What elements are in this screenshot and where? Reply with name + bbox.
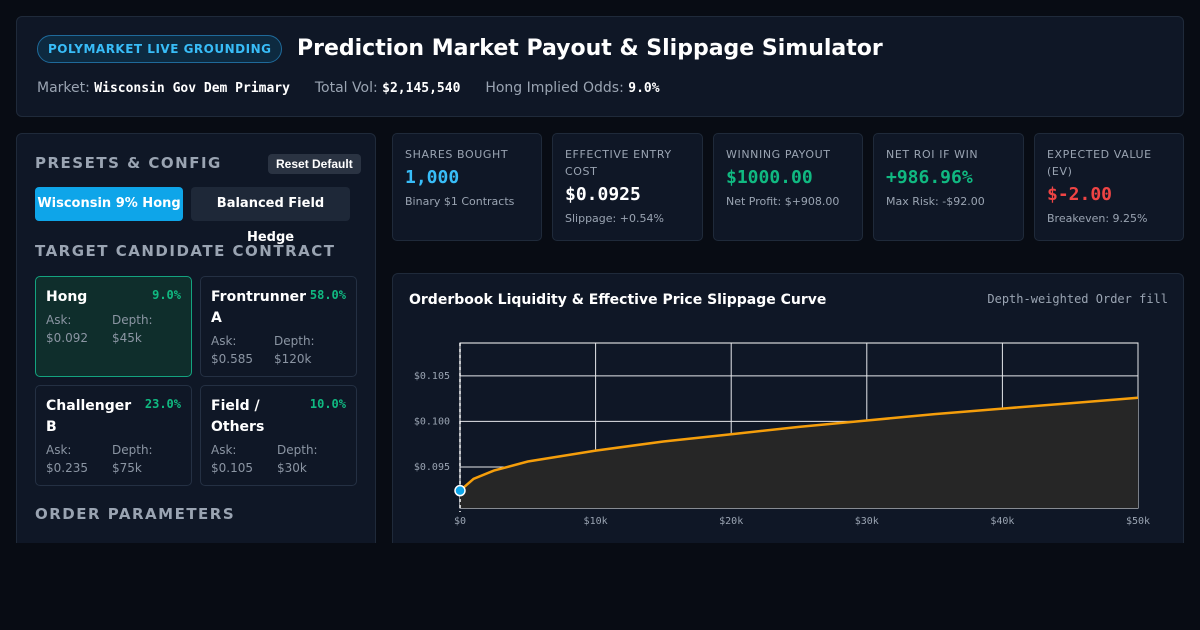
stat-sub: Slippage: +0.54%: [565, 212, 664, 225]
y-tick-label: $0.105: [414, 371, 450, 382]
stat-label: NET ROI IF WIN: [886, 148, 979, 161]
candidate-depth: Depth: $120k: [274, 334, 315, 366]
stat-value: $1000.00: [726, 167, 813, 188]
stat-winning-payout: WINNING PAYOUT $1000.00 Net Profit: $+90…: [713, 133, 863, 241]
slippage-curve-line: [459, 396, 1139, 492]
candidate-card-hong[interactable]: Hong 9.0% Ask: $0.092 Depth: $45k: [35, 276, 192, 377]
candidate-card-field-others[interactable]: Field / Others 10.0% Ask: $0.105 Depth: $3…: [200, 385, 357, 486]
x-tick-label: $50k: [1126, 516, 1150, 527]
x-tick-label: $30k: [855, 516, 879, 527]
x-tick-label: $20k: [719, 516, 743, 527]
candidate-card-frontrunner-a[interactable]: Frontrunner A 58.0% Ask: $0.585 Depth: $12…: [200, 276, 357, 377]
preset-balanced-hedge-button[interactable]: Balanced Field Hedge: [191, 187, 350, 245]
stat-effective-entry-cost: EFFECTIVE ENTRY COST $0.0925 Slippage: +…: [552, 133, 703, 241]
x-tick-label: $0: [454, 516, 466, 527]
order-parameters-heading: ORDER PARAMETERS: [35, 505, 236, 523]
stat-label: SHARES BOUGHT: [405, 148, 509, 161]
candidate-ask: Ask: $0.092: [46, 313, 88, 345]
slippage-chart: $0 $10k $20k $30k $40k $50k $0.095 $0.100 $0.105: [414, 342, 1150, 527]
candidate-name: Field / Others: [211, 398, 265, 435]
candidate-card-challenger-b[interactable]: Challenger B 23.0% Ask: $0.235 Depth: $75k: [35, 385, 192, 486]
config-panel: PRESETS & CONFIG Reset Default Wisconsin…: [16, 133, 376, 553]
reset-default-button[interactable]: Reset Default: [268, 154, 361, 174]
stat-value: $-2.00: [1047, 184, 1113, 205]
stat-value: 1,000: [405, 167, 460, 188]
slippage-chart-panel: Orderbook Liquidity & Effective Price Sl…: [392, 273, 1184, 553]
stat-label: EXPECTED VALUE (EV): [1047, 148, 1152, 178]
market-value: Wisconsin Gov Dem Primary: [94, 81, 290, 96]
volume-value: $2,145,540: [382, 81, 461, 96]
stat-sub: Net Profit: $+908.00: [726, 195, 840, 208]
candidate-odds: 9.0%: [152, 288, 181, 302]
market-meta: Market: Wisconsin Gov Dem Primary Total …: [37, 78, 660, 99]
y-tick-label: $0.100: [414, 416, 450, 427]
stat-sub: Max Risk: -$92.00: [886, 195, 985, 208]
stat-net-roi: NET ROI IF WIN +986.96% Max Risk: -$92.0…: [873, 133, 1024, 241]
candidate-depth: Depth: $30k: [277, 443, 318, 475]
stat-sub: Breakeven: 9.25%: [1047, 212, 1148, 225]
candidate-odds: 23.0%: [144, 397, 181, 411]
x-tick-label: $40k: [990, 516, 1014, 527]
stat-value: $0.0925: [565, 184, 641, 205]
candidate-depth: Depth: $45k: [112, 313, 153, 345]
chart-title: Orderbook Liquidity & Effective Price Sl…: [409, 292, 827, 308]
candidate-ask: Ask: $0.585: [211, 334, 253, 366]
stat-label: EFFECTIVE ENTRY COST: [565, 148, 672, 178]
stat-sub: Binary $1 Contracts: [405, 195, 515, 208]
x-tick-label: $10k: [584, 516, 608, 527]
candidate-name: Hong: [46, 289, 88, 305]
presets-config-heading: PRESETS & CONFIG: [35, 154, 222, 172]
candidate-odds: 10.0%: [309, 397, 346, 411]
candidate-odds: 58.0%: [309, 288, 346, 302]
page-bottom-area: [0, 543, 1200, 630]
slippage-area-fill: [460, 397, 1138, 508]
page-title: Prediction Market Payout & Slippage Simu…: [297, 36, 883, 61]
candidate-depth: Depth: $75k: [112, 443, 153, 475]
candidate-name: Challenger B: [46, 398, 132, 435]
stat-label: WINNING PAYOUT: [726, 148, 831, 161]
volume-label: Total Vol:: [314, 80, 378, 96]
live-grounding-badge: POLYMARKET LIVE GROUNDING: [37, 35, 283, 63]
header-panel: POLYMARKET LIVE GROUNDING Prediction Mar…: [16, 16, 1184, 117]
candidate-ask: Ask: $0.105: [211, 443, 253, 475]
stat-expected-value: EXPECTED VALUE (EV) $-2.00 Breakeven: 9.…: [1034, 133, 1184, 241]
candidate-ask: Ask: $0.235: [46, 443, 88, 475]
target-contract-heading: TARGET CANDIDATE CONTRACT: [35, 242, 336, 260]
odds-value: 9.0%: [628, 81, 660, 96]
odds-label: Hong Implied Odds:: [485, 80, 624, 96]
stat-shares-bought: SHARES BOUGHT 1,000 Binary $1 Contracts: [392, 133, 542, 241]
candidate-name: Frontrunner A: [211, 289, 307, 326]
market-label: Market:: [37, 80, 90, 96]
stat-value: +986.96%: [886, 167, 973, 188]
order-fill-marker: [454, 484, 466, 497]
y-tick-label: $0.095: [414, 462, 450, 473]
preset-wisconsin-hong-button[interactable]: Wisconsin 9% Hong: [35, 187, 183, 221]
chart-subtitle: Depth-weighted Order fill: [987, 292, 1168, 306]
